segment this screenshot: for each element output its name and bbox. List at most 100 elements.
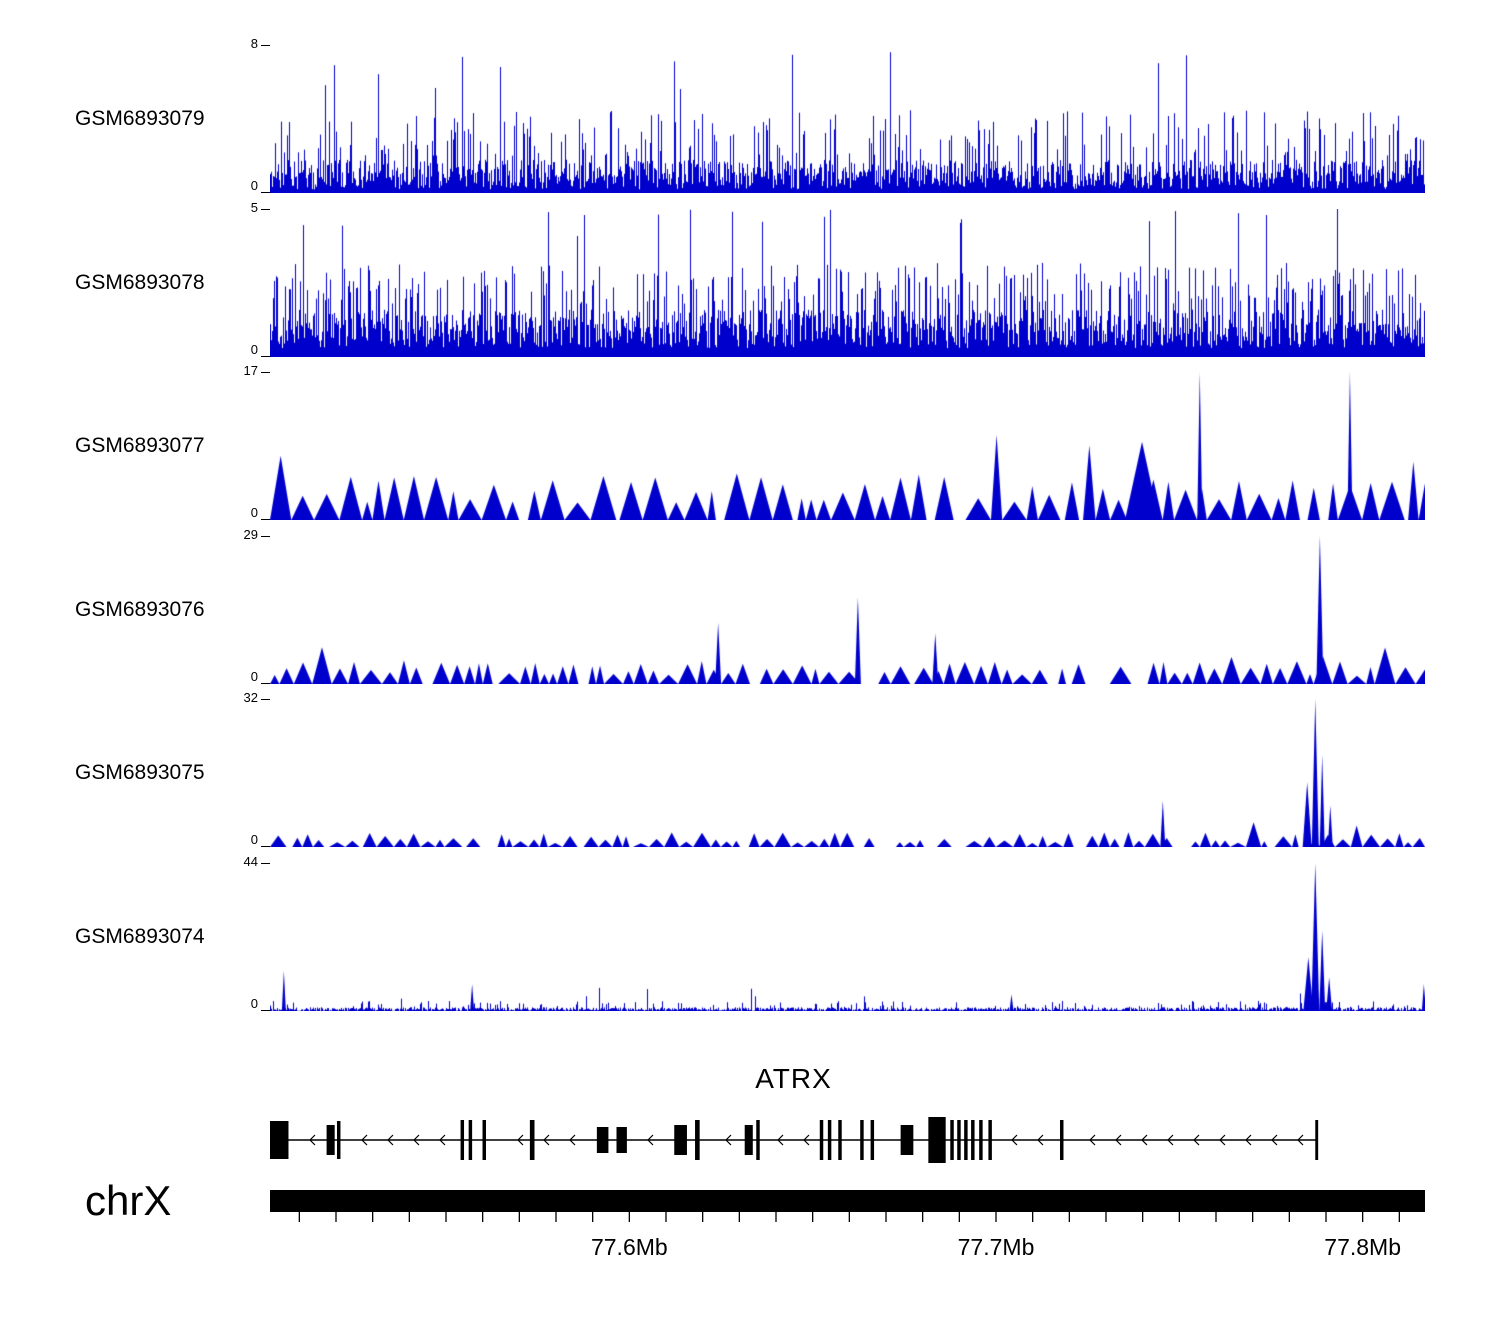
track-label: GSM6893074: [75, 925, 205, 948]
y-axis-max-label: 5: [250, 200, 258, 215]
strand-direction-arrow-icon: [1245, 1134, 1252, 1146]
gene-exon: [468, 1120, 473, 1160]
gene-exon: [971, 1120, 975, 1160]
strand-direction-arrow-icon: [1297, 1134, 1304, 1146]
axis-tick-label: 77.7Mb: [958, 1234, 1035, 1260]
y-axis-top-tick: [261, 699, 270, 700]
track-label: GSM6893078: [75, 271, 205, 294]
gene-exon: [336, 1121, 341, 1159]
strand-direction-arrow-icon: [803, 1134, 810, 1146]
coverage-track: GSM6893075 32 0: [75, 691, 1425, 847]
coverage-signal-canvas: [270, 863, 1425, 1011]
y-axis-zero-tick: [261, 356, 270, 357]
gene-exon: [529, 1120, 535, 1160]
strand-direction-arrow-icon: [439, 1134, 446, 1146]
strand-direction-arrow-icon: [569, 1134, 576, 1146]
coverage-signal-canvas: [270, 372, 1425, 520]
coverage-track: GSM6893079 8 0: [75, 37, 1425, 193]
y-axis-zero-tick: [261, 192, 270, 193]
strand-direction-arrow-icon: [647, 1134, 654, 1146]
gene-exon: [596, 1127, 609, 1153]
strand-direction-arrow-icon: [543, 1134, 550, 1146]
coverage-signal-canvas: [270, 209, 1425, 357]
coverage-track: GSM6893076 29 0: [75, 528, 1425, 684]
coverage-track: GSM6893078 5 0: [75, 201, 1425, 357]
chromosome-bar: [270, 1190, 1425, 1212]
axis-tick-label: 77.6Mb: [591, 1234, 668, 1260]
coverage-signal-canvas: [270, 45, 1425, 193]
gene-exon: [616, 1127, 627, 1153]
y-axis-zero-label: 0: [250, 996, 258, 1011]
chromosome-label: chrX: [85, 1177, 172, 1224]
strand-direction-arrow-icon: [1219, 1134, 1226, 1146]
gene-model: [270, 1117, 1319, 1163]
y-axis-top-tick: [261, 209, 270, 210]
track-label: GSM6893077: [75, 434, 205, 457]
y-axis-zero-label: 0: [250, 505, 258, 520]
strand-direction-arrow-icon: [387, 1134, 394, 1146]
y-axis-zero-label: 0: [250, 342, 258, 357]
y-axis-max-label: 17: [243, 363, 258, 378]
track-label: GSM6893076: [75, 598, 205, 621]
strand-direction-arrow-icon: [361, 1134, 368, 1146]
gene-exon: [756, 1120, 760, 1160]
gene-exon: [1060, 1120, 1064, 1160]
strand-direction-arrow-icon: [1141, 1134, 1148, 1146]
y-axis-top-tick: [261, 536, 270, 537]
y-axis-max-label: 44: [243, 854, 258, 869]
strand-direction-arrow-icon: [1271, 1134, 1278, 1146]
gene-exon: [819, 1120, 824, 1160]
gene-exon: [482, 1120, 486, 1160]
gene-exon: [928, 1117, 946, 1163]
gene-exon: [950, 1120, 954, 1160]
gene-exon: [860, 1120, 864, 1160]
gene-exon: [270, 1121, 289, 1159]
y-axis-zero-tick: [261, 683, 270, 684]
y-axis-zero-tick: [261, 519, 270, 520]
y-axis-zero-tick: [261, 846, 270, 847]
y-axis-zero-label: 0: [250, 669, 258, 684]
gene-exon: [988, 1120, 992, 1160]
y-axis-max-label: 29: [243, 527, 258, 542]
gene-exon: [460, 1120, 465, 1160]
coordinate-ruler: 77.6Mb 77.7Mb 77.8Mb: [270, 1190, 1425, 1260]
gene-exon: [838, 1120, 842, 1160]
axis-tick-label: 77.8Mb: [1324, 1234, 1401, 1260]
y-axis-max-label: 8: [250, 36, 258, 51]
gene-exon: [870, 1120, 875, 1160]
strand-direction-arrow-icon: [1011, 1134, 1018, 1146]
coverage-signal-canvas: [270, 699, 1425, 847]
gene-exon: [979, 1120, 983, 1160]
strand-direction-arrow-icon: [777, 1134, 784, 1146]
gene-exon: [674, 1125, 687, 1155]
gene-exon: [744, 1125, 753, 1155]
coverage-track: GSM6893077 17 0: [75, 364, 1425, 520]
y-axis-top-tick: [261, 372, 270, 373]
y-axis-top-tick: [261, 45, 270, 46]
coverage-track: GSM6893074 44 0: [75, 855, 1425, 1011]
strand-direction-arrow-icon: [1193, 1134, 1200, 1146]
y-axis-zero-tick: [261, 1010, 270, 1011]
gene-exon: [957, 1120, 961, 1160]
strand-direction-arrow-icon: [1089, 1134, 1096, 1146]
gene-exon: [827, 1120, 832, 1160]
gene-exon: [1315, 1120, 1319, 1160]
gene-exon: [964, 1120, 968, 1160]
gene-exon: [695, 1120, 700, 1160]
coverage-signal-canvas: [270, 536, 1425, 684]
strand-direction-arrow-icon: [1115, 1134, 1122, 1146]
track-label: GSM6893079: [75, 107, 205, 130]
gene-exon: [326, 1125, 335, 1155]
strand-direction-arrow-icon: [517, 1134, 524, 1146]
y-axis-zero-label: 0: [250, 832, 258, 847]
y-axis-top-tick: [261, 863, 270, 864]
gene-name: ATRX: [755, 1063, 832, 1094]
gene-exon: [900, 1125, 914, 1155]
track-label: GSM6893075: [75, 761, 205, 784]
strand-direction-arrow-icon: [1167, 1134, 1174, 1146]
strand-direction-arrow-icon: [725, 1134, 732, 1146]
strand-direction-arrow-icon: [309, 1134, 316, 1146]
y-axis-max-label: 32: [243, 690, 258, 705]
strand-direction-arrow-icon: [413, 1134, 420, 1146]
